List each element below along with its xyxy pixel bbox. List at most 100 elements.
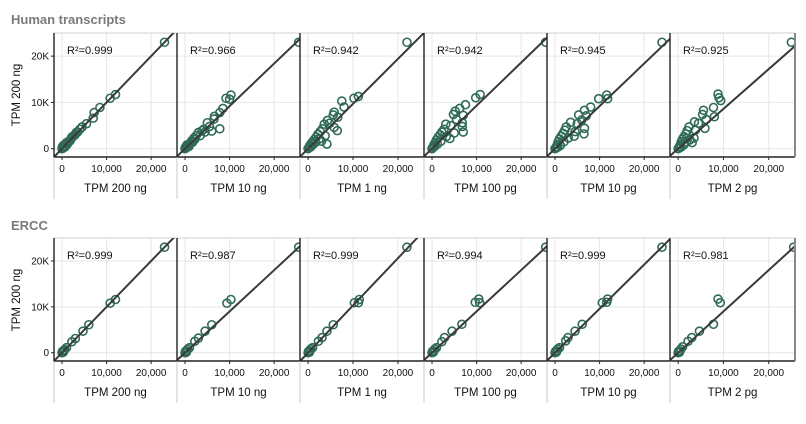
x-tick-label: 10,000 xyxy=(708,164,739,175)
data-point xyxy=(708,102,719,113)
points xyxy=(427,242,547,358)
data-point xyxy=(569,131,579,141)
x-tick-label: 0 xyxy=(552,164,558,175)
x-tick-label: 20,000 xyxy=(753,368,784,379)
r2-annotation: R²=0.925 xyxy=(683,45,729,57)
data-point xyxy=(678,140,689,150)
x-axis-label: TPM 100 pg xyxy=(454,387,517,399)
data-point xyxy=(709,111,720,122)
data-point xyxy=(336,96,347,106)
panel-0-4: 0 10,000 20,000 TPM 10 pg R²=0.945 xyxy=(546,32,670,199)
points xyxy=(303,37,412,154)
fit-line xyxy=(177,245,300,361)
r2-annotation: R²=0.942 xyxy=(437,45,483,57)
x-tick-label: 10,000 xyxy=(461,368,492,379)
fit-line xyxy=(424,245,547,361)
data-point xyxy=(445,133,455,144)
fit-line xyxy=(547,38,670,157)
data-point xyxy=(551,347,562,358)
ylabel-ercc: TPM 200 ng xyxy=(11,269,23,332)
fit-line xyxy=(300,238,419,361)
x-tick-label: 0 xyxy=(305,368,311,379)
data-point xyxy=(105,93,115,104)
x-tick-label: 0 xyxy=(182,368,188,379)
data-point xyxy=(579,123,590,134)
x-tick-label: 0 xyxy=(675,164,681,175)
points xyxy=(673,242,795,358)
data-point xyxy=(436,136,446,147)
data-point xyxy=(786,37,795,48)
data-point xyxy=(181,347,192,358)
panel-0-1: 0 10,000 20,000 TPM 10 ng R²=0.966 xyxy=(176,32,300,199)
y-tick-label: 20K xyxy=(31,256,49,267)
data-point xyxy=(570,126,580,137)
fit-line xyxy=(670,45,795,157)
data-point xyxy=(715,297,726,308)
x-tick-label: 0 xyxy=(429,164,435,175)
r2-annotation: R²=0.942 xyxy=(313,45,359,57)
data-point xyxy=(88,113,99,123)
x-tick-label: 20,000 xyxy=(629,368,660,379)
data-point xyxy=(458,127,469,137)
data-point xyxy=(402,37,412,48)
data-point xyxy=(316,136,327,147)
data-point xyxy=(687,137,697,148)
data-point xyxy=(332,112,343,123)
x-tick-label: 10,000 xyxy=(214,368,245,379)
r2-annotation: R²=0.966 xyxy=(190,45,236,57)
data-point xyxy=(570,326,580,336)
r2-annotation: R²=0.999 xyxy=(560,250,606,262)
r2-annotation: R²=0.994 xyxy=(437,250,483,262)
data-point xyxy=(332,125,343,136)
x-tick-label: 10,000 xyxy=(584,164,615,175)
data-point xyxy=(328,319,339,330)
x-tick-label: 20,000 xyxy=(629,164,660,175)
x-axis-label: TPM 10 ng xyxy=(210,183,266,195)
r2-annotation: R²=0.999 xyxy=(67,45,113,57)
x-axis-label: TPM 100 pg xyxy=(454,183,517,195)
points xyxy=(550,242,667,358)
fit-line xyxy=(54,33,175,157)
data-point xyxy=(788,242,795,252)
data-point xyxy=(293,37,300,48)
data-point xyxy=(214,123,225,134)
x-tick-label: 10,000 xyxy=(338,368,369,379)
panel-0-3: 0 10,000 20,000 TPM 100 pg R²=0.942 xyxy=(423,32,547,199)
x-tick-label: 10,000 xyxy=(461,164,492,175)
data-point xyxy=(303,346,314,357)
data-point xyxy=(314,134,325,144)
panel-0-0: 0 10,000 20,000 0 10K 20K TPM 200 ng R²=0.999 xyxy=(31,32,177,199)
data-point xyxy=(83,319,94,330)
x-tick-label: 10,000 xyxy=(214,164,245,175)
r2-annotation: R²=0.987 xyxy=(190,250,236,262)
row-title-ercc: ERCC xyxy=(11,218,48,233)
data-point xyxy=(349,297,360,308)
data-point xyxy=(601,297,612,308)
x-axis-label: TPM 1 ng xyxy=(337,387,387,399)
data-point xyxy=(78,326,88,336)
data-point xyxy=(470,92,481,103)
x-tick-label: 0 xyxy=(429,368,435,379)
data-point xyxy=(159,37,170,48)
data-point xyxy=(206,126,217,136)
r2-annotation: R²=0.981 xyxy=(683,250,729,262)
r2-annotation: R²=0.945 xyxy=(560,45,606,57)
data-point xyxy=(221,93,231,104)
points xyxy=(57,242,170,358)
panel-0-5: 0 10,000 20,000 TPM 2 pg R²=0.925 xyxy=(669,32,796,199)
data-point xyxy=(673,346,684,357)
y-tick-label: 0 xyxy=(43,348,49,359)
data-point xyxy=(322,326,332,336)
r2-annotation: R²=0.999 xyxy=(313,250,359,262)
data-point xyxy=(457,121,468,132)
x-tick-label: 20,000 xyxy=(383,164,414,175)
y-tick-label: 0 xyxy=(43,144,49,155)
data-point xyxy=(57,346,68,357)
y-tick-label: 10K xyxy=(31,302,49,313)
data-point xyxy=(563,133,574,143)
panel-1-4: 0 10,000 20,000 TPM 10 pg R²=0.999 xyxy=(546,237,670,403)
x-axis-label: TPM 10 pg xyxy=(580,183,636,195)
x-tick-label: 20,000 xyxy=(506,164,537,175)
data-point xyxy=(698,105,709,116)
data-point xyxy=(304,347,315,358)
